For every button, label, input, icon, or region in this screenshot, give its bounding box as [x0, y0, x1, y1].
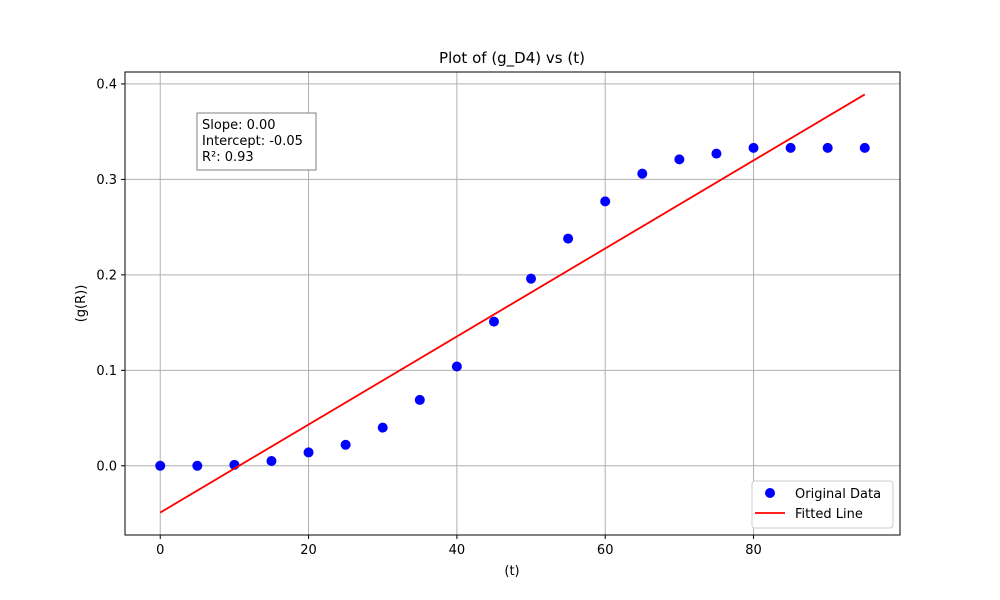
y-tick-label: 0.0 [96, 459, 117, 474]
legend-label-original-data: Original Data [795, 487, 881, 502]
legend-box [751, 480, 894, 529]
x-tick-label: 40 [449, 543, 466, 558]
x-axis-label: (t) [504, 564, 519, 579]
data-point [785, 142, 796, 153]
y-tick-label: 0.1 [96, 364, 117, 379]
y-axis-label: (g(R)) [74, 285, 89, 323]
annotation-slope: Slope: 0.00 [202, 118, 276, 133]
data-point [377, 422, 388, 433]
legend: Original Data Fitted Line [751, 480, 894, 529]
data-point [526, 273, 537, 284]
plot-area [155, 93, 870, 514]
data-point [674, 154, 685, 165]
x-tick-label: 0 [156, 543, 164, 558]
data-point [266, 456, 277, 467]
data-point [711, 148, 722, 159]
legend-label-fitted-line: Fitted Line [795, 507, 863, 522]
x-tick-label: 60 [597, 543, 614, 558]
data-point [748, 142, 759, 153]
data-point [155, 460, 166, 471]
x-tick-label: 80 [745, 543, 762, 558]
x-tick-label: 20 [300, 543, 317, 558]
data-point [340, 439, 351, 450]
legend-marker-original-data [765, 488, 775, 498]
data-point [303, 447, 314, 458]
y-tick-label: 0.2 [96, 268, 117, 283]
data-point [563, 233, 574, 244]
data-point [414, 394, 425, 405]
data-point [600, 196, 611, 207]
fitted-line [159, 93, 866, 514]
fit-stats-annotation: Slope: 0.00 Intercept: -0.05 R²: 0.93 [196, 112, 317, 171]
data-point [451, 361, 462, 372]
y-tick-label: 0.3 [96, 173, 117, 188]
data-point [859, 142, 870, 153]
grid [125, 72, 900, 535]
data-point [637, 168, 648, 179]
y-tick-label: 0.4 [96, 77, 117, 92]
annotation-intercept: Intercept: -0.05 [202, 134, 303, 149]
data-point [192, 460, 203, 471]
axes-frame [124, 71, 901, 536]
data-point [822, 142, 833, 153]
chart-title: Plot of (g_D4) vs (t) [439, 49, 585, 68]
data-point [488, 316, 499, 327]
annotation-r-squared: R²: 0.93 [202, 150, 254, 165]
ticks: 0 20 40 60 80 0.0 0.1 0.2 0.3 0.4 [96, 77, 761, 558]
annotation-box [196, 112, 317, 171]
